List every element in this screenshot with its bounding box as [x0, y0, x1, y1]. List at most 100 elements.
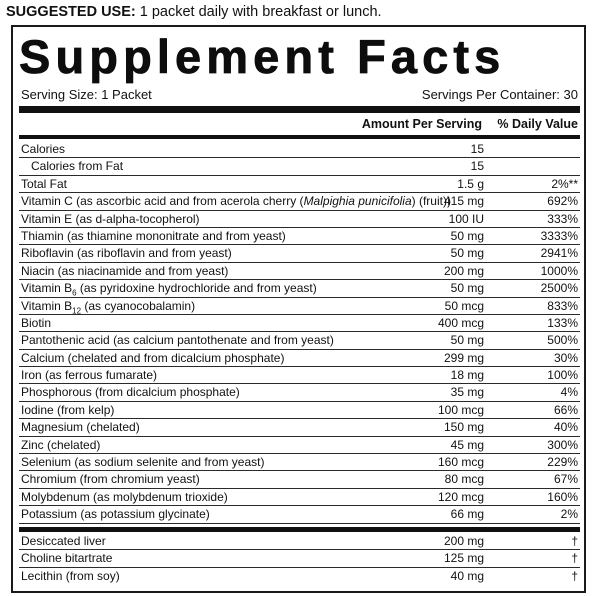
nutrient-name-italic: Malpighia punicifolia: [303, 194, 412, 209]
nutrient-amount: 50 mg: [450, 246, 484, 261]
ingredient-name: Lecithin (from soy): [21, 568, 120, 583]
ingredient-amount: 40 mg: [450, 568, 484, 583]
supplement-facts-panel: Supplement Facts Serving Size: 1 Packet …: [11, 25, 586, 593]
nutrient-name: Magnesium (chelated): [21, 419, 140, 436]
serving-size: Serving Size: 1 Packet: [21, 87, 152, 102]
nutrient-dv: 2500%: [540, 281, 578, 296]
nutrient-name-text: Molybdenum (as molybdenum trioxide): [21, 489, 228, 504]
nutrient-name: Zinc (chelated): [21, 437, 100, 454]
nutrient-name-text: Calcium (chelated and from dicalcium pho…: [21, 350, 285, 365]
nutrient-name-text: Vitamin B: [21, 281, 73, 296]
ingredient-amount: 125 mg: [443, 551, 484, 566]
nutrient-name-text: Iron (as ferrous fumarate): [21, 368, 158, 383]
nutrient-row: Zinc (chelated) 45 mg 300%: [19, 437, 580, 455]
nutrient-name: Vitamin C (as ascorbic acid and from ace…: [21, 193, 451, 210]
nutrient-dv: 4%: [560, 385, 578, 400]
nutrient-dv: 2%: [560, 507, 578, 522]
nutrient-name: Iodine (from kelp): [21, 402, 114, 419]
nutrient-amount: 80 mcg: [444, 472, 484, 487]
nutrient-row: Selenium (as sodium selenite and from ye…: [19, 454, 580, 472]
divider-header: [19, 135, 580, 139]
nutrient-row: Calcium (chelated and from dicalcium pho…: [19, 350, 580, 368]
nutrient-amount: 160 mcg: [437, 455, 484, 470]
panel-title: Supplement Facts: [19, 30, 506, 83]
nutrient-row: Vitamin E (as d-alpha-tocopherol) 100 IU 3…: [19, 211, 580, 228]
nutrient-amount: 150 mg: [443, 420, 484, 435]
nutrient-name-text: Riboflavin (as riboflavin and from yeast…: [21, 246, 232, 261]
nutrient-name: Vitamin B6 (as pyridoxine hydrochloride …: [21, 280, 317, 297]
nutrient-name-text: Pantothenic acid (as calcium pantothenat…: [21, 333, 334, 348]
nutrient-dv: 833%: [547, 298, 578, 313]
nutrient-name: Chromium (from chromium yeast): [21, 471, 200, 488]
nutrient-dv: 2941%: [540, 246, 578, 261]
nutrient-amount: 50 mg: [450, 281, 484, 296]
thick-divider-top: [19, 106, 580, 113]
nutrient-dv: 2%**: [551, 176, 578, 191]
nutrient-amount: 120 mcg: [437, 489, 484, 504]
ingredient-row: Desiccated liver 200 mg †: [19, 533, 580, 551]
thick-divider-bottom: [19, 527, 580, 532]
nutrient-name: Pantothenic acid (as calcium pantothenat…: [21, 332, 334, 349]
dagger-symbol: †: [571, 568, 578, 583]
nutrient-name: Vitamin B12 (as cyanocobalamin): [21, 298, 195, 315]
nutrient-name-text: Zinc (chelated): [21, 437, 101, 452]
nutrient-amount: 45 mg: [450, 437, 484, 452]
nutrient-dv: 3333%: [540, 228, 578, 243]
nutrient-name-text: Chromium (from chromium yeast): [21, 472, 200, 487]
nutrient-row: Niacin (as niacinamide and from yeast) 20…: [19, 263, 580, 281]
nutrient-amount: 66 mg: [450, 507, 484, 522]
nutrient-row: Calories 15: [19, 141, 580, 159]
nutrient-name: Total Fat: [21, 176, 67, 193]
nutrient-amount: 415 mg: [443, 194, 484, 209]
nutrient-name-text: Magnesium (chelated): [21, 420, 140, 435]
nutrient-amount: 50 mg: [450, 333, 484, 348]
nutrient-dv: 300%: [547, 437, 578, 452]
nutrient-dv: 160%: [547, 489, 578, 504]
nutrient-name: Phosphorous (from dicalcium phosphate): [21, 384, 240, 401]
nutrient-name-subscript: 6: [72, 288, 77, 298]
dagger-symbol: †: [571, 551, 578, 566]
nutrient-name-text: Thiamin (as thiamine mononitrate and fro…: [21, 228, 286, 243]
nutrient-name-text: Calories: [21, 142, 66, 156]
servings-per-container: Servings Per Container: 30: [421, 87, 578, 102]
column-header-dv: % Daily Value: [497, 117, 578, 131]
nutrient-dv: 67%: [553, 472, 578, 487]
suggested-use: SUGGESTED USE: 1 packet daily with break…: [6, 3, 596, 21]
nutrient-row: Thiamin (as thiamine mononitrate and fro…: [19, 228, 580, 246]
nutrient-row: Vitamin B6 (as pyridoxine hydrochloride …: [19, 280, 580, 298]
nutrient-row: Chromium (from chromium yeast) 80 mcg 67%: [19, 471, 580, 489]
nutrient-row: Molybdenum (as molybdenum trioxide) 120 m…: [19, 489, 580, 507]
nutrient-name-suffix: (as pyridoxine hydrochloride and from ye…: [76, 281, 317, 296]
nutrient-name-text: Biotin: [21, 315, 52, 330]
nutrient-dv: 100%: [547, 368, 578, 383]
nutrient-row: Pantothenic acid (as calcium pantothenat…: [19, 332, 580, 350]
nutrient-dv: 133%: [547, 315, 578, 330]
nutrient-name-text: Potassium (as potassium glycinate): [21, 507, 210, 522]
nutrient-row: Vitamin C (as ascorbic acid and from ace…: [19, 193, 580, 211]
suggested-use-text: 1 packet daily with breakfast or lunch.: [135, 4, 382, 20]
nutrient-name: Biotin: [21, 315, 51, 332]
column-header-amount: Amount Per Serving: [361, 117, 482, 131]
nutrient-name: Calories: [21, 141, 65, 158]
nutrient-amount: 18 mg: [450, 368, 484, 383]
ingredient-name: Desiccated liver: [21, 534, 106, 548]
nutrient-row: Riboflavin (as riboflavin and from yeast…: [19, 245, 580, 263]
nutrient-amount: 100 IU: [448, 211, 484, 226]
nutrient-amount: 50 mg: [450, 228, 484, 243]
nutrient-amount: 35 mg: [450, 385, 484, 400]
nutrient-amount: 299 mg: [443, 350, 484, 365]
nutrient-name-text: Niacin (as niacinamide and from yeast): [21, 263, 229, 278]
ingredient-name: Choline bitartrate: [21, 551, 113, 566]
nutrient-name-text: Iodine (from kelp): [21, 402, 115, 417]
nutrient-row: Potassium (as potassium glycinate) 66 mg 2…: [19, 506, 580, 524]
dagger-symbol: †: [571, 534, 578, 548]
nutrient-name: Molybdenum (as molybdenum trioxide): [21, 489, 228, 506]
nutrient-dv: 692%: [547, 194, 578, 209]
nutrient-name: Thiamin (as thiamine mononitrate and fro…: [21, 228, 286, 245]
nutrient-amount: 15: [470, 159, 484, 174]
nutrient-name-text: Phosphorous (from dicalcium phosphate): [21, 385, 240, 400]
nutrient-dv: 229%: [547, 455, 578, 470]
nutrient-row: Biotin 400 mcg 133%: [19, 315, 580, 333]
nutrient-name-text: Total Fat: [21, 176, 68, 191]
nutrient-name-text: Vitamin E (as d-alpha-tocopherol): [21, 211, 200, 226]
